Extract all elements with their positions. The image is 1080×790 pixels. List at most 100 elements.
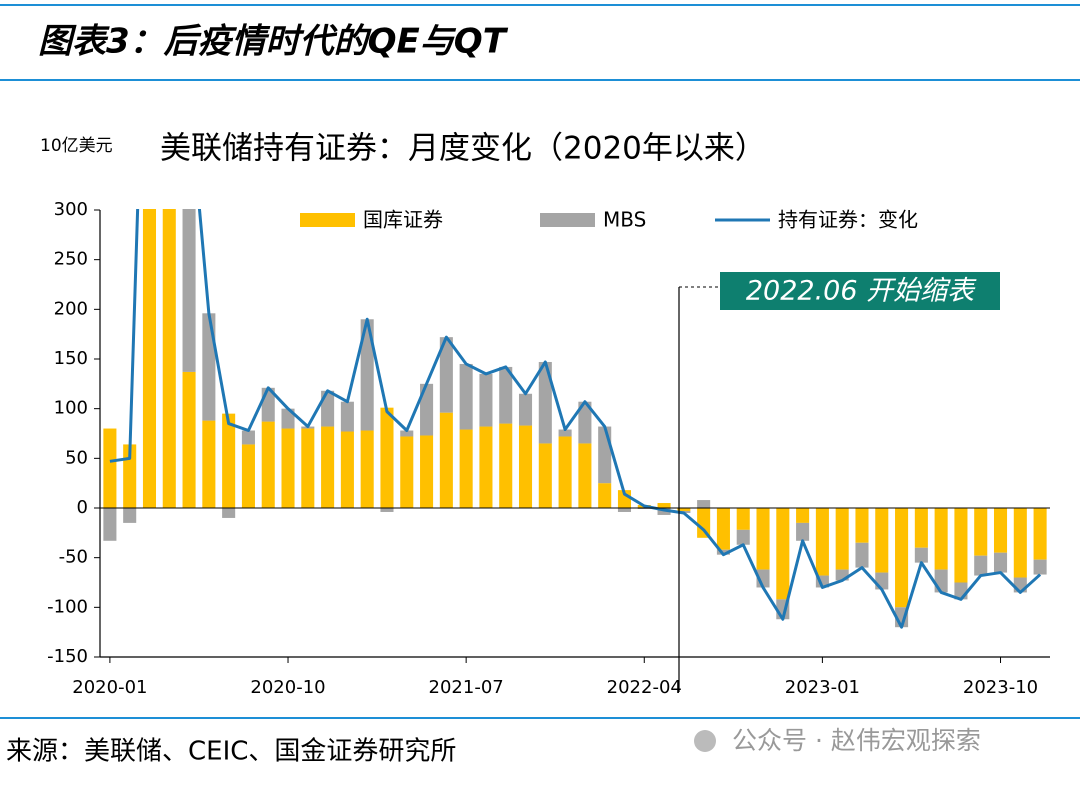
bar [796, 522, 810, 541]
bar [123, 508, 137, 523]
bar [974, 555, 988, 576]
axes: -150 -100 -50 0 50 100 150 200 250 300 2020-01 2020… [47, 199, 1050, 698]
bar [815, 508, 829, 576]
bar [301, 428, 315, 508]
bar [1033, 508, 1047, 560]
bar [578, 443, 592, 508]
bar [518, 425, 533, 508]
source: 来源：美联储、CEIC、国金证券研究所 [6, 737, 456, 767]
bar [103, 508, 117, 541]
bar [103, 428, 117, 508]
annotation: 2022.06 开始缩表 [746, 276, 977, 307]
bar [439, 337, 453, 413]
y-tick-label: 50 [65, 447, 88, 468]
bar [756, 508, 770, 570]
bar [261, 421, 275, 508]
legend-label: 国库证券 [363, 208, 443, 232]
bar [380, 508, 394, 512]
bar [499, 366, 513, 424]
bar [993, 508, 1008, 553]
bar [142, 209, 157, 508]
bar [875, 572, 889, 590]
bar [558, 429, 572, 437]
y-tick-label: 300 [54, 199, 88, 220]
bar [380, 407, 394, 508]
bar [558, 436, 572, 508]
bar [518, 393, 533, 426]
watermark: 公众号 · 赵伟宏观探索 [732, 726, 981, 755]
bar [677, 508, 691, 511]
wechat-icon [694, 730, 716, 752]
bar [598, 426, 612, 484]
bar [340, 401, 354, 432]
y-tick-label: -50 [59, 547, 88, 568]
y-tick-label: 100 [54, 398, 88, 419]
x-tick-label: 2023-10 [963, 677, 1038, 698]
bar [321, 426, 335, 508]
bar [340, 431, 354, 508]
bar [1033, 559, 1047, 575]
bar [241, 444, 255, 508]
y-tick-label: 0 [77, 497, 88, 518]
bar [776, 508, 790, 600]
y-tick-label: -150 [47, 646, 88, 667]
bar [459, 363, 473, 430]
bar [162, 209, 176, 508]
bar [420, 383, 434, 436]
bar [716, 508, 730, 550]
chart-title: 美联储持有证券：月度变化（2020年以来） [160, 131, 766, 167]
bar [182, 209, 196, 372]
bar [855, 508, 869, 543]
bar [835, 508, 849, 570]
bar [657, 503, 671, 508]
bar [895, 508, 909, 608]
bar [835, 569, 849, 581]
bar [222, 413, 236, 508]
legend-label: MBS [603, 208, 646, 232]
y-tick-label: -100 [47, 596, 88, 617]
bar [360, 319, 374, 431]
plot [103, 209, 1047, 629]
line-series [109, 209, 1042, 629]
bar [697, 508, 711, 538]
bar [578, 401, 592, 444]
bar [598, 483, 612, 508]
bar [974, 508, 988, 556]
x-tick-label: 2022-04 [607, 677, 682, 698]
bar [993, 552, 1008, 573]
bar [1013, 508, 1027, 578]
bar [736, 508, 750, 530]
bar [222, 508, 236, 518]
bar [499, 423, 513, 508]
bar [241, 430, 255, 445]
bar [281, 428, 295, 508]
x-tick-label: 2020-01 [72, 677, 147, 698]
x-tick-label: 2021-07 [429, 677, 504, 698]
y-tick-label: 200 [54, 298, 88, 319]
bar [202, 420, 216, 508]
legend-swatch [540, 213, 595, 227]
bar [400, 436, 414, 508]
x-tick-label: 2020-10 [250, 677, 325, 698]
bar [479, 426, 493, 508]
bar [202, 313, 216, 421]
unit-label: 10亿美元 [40, 136, 113, 156]
bar [796, 508, 810, 523]
bar [914, 547, 928, 563]
bar [459, 429, 473, 508]
bar [538, 443, 552, 508]
bar [400, 430, 414, 437]
bar [479, 373, 493, 427]
bar [420, 435, 434, 508]
bar [736, 529, 750, 545]
legend-label: 持有证券：变化 [778, 208, 918, 232]
y-tick-label: 150 [54, 348, 88, 369]
page-title: 图表3：后疫情时代的QE与QT [38, 22, 509, 62]
bar [716, 549, 730, 555]
bar [439, 412, 453, 508]
bar [934, 508, 948, 570]
bar [815, 575, 829, 588]
bar [697, 500, 711, 508]
bar [914, 508, 928, 548]
